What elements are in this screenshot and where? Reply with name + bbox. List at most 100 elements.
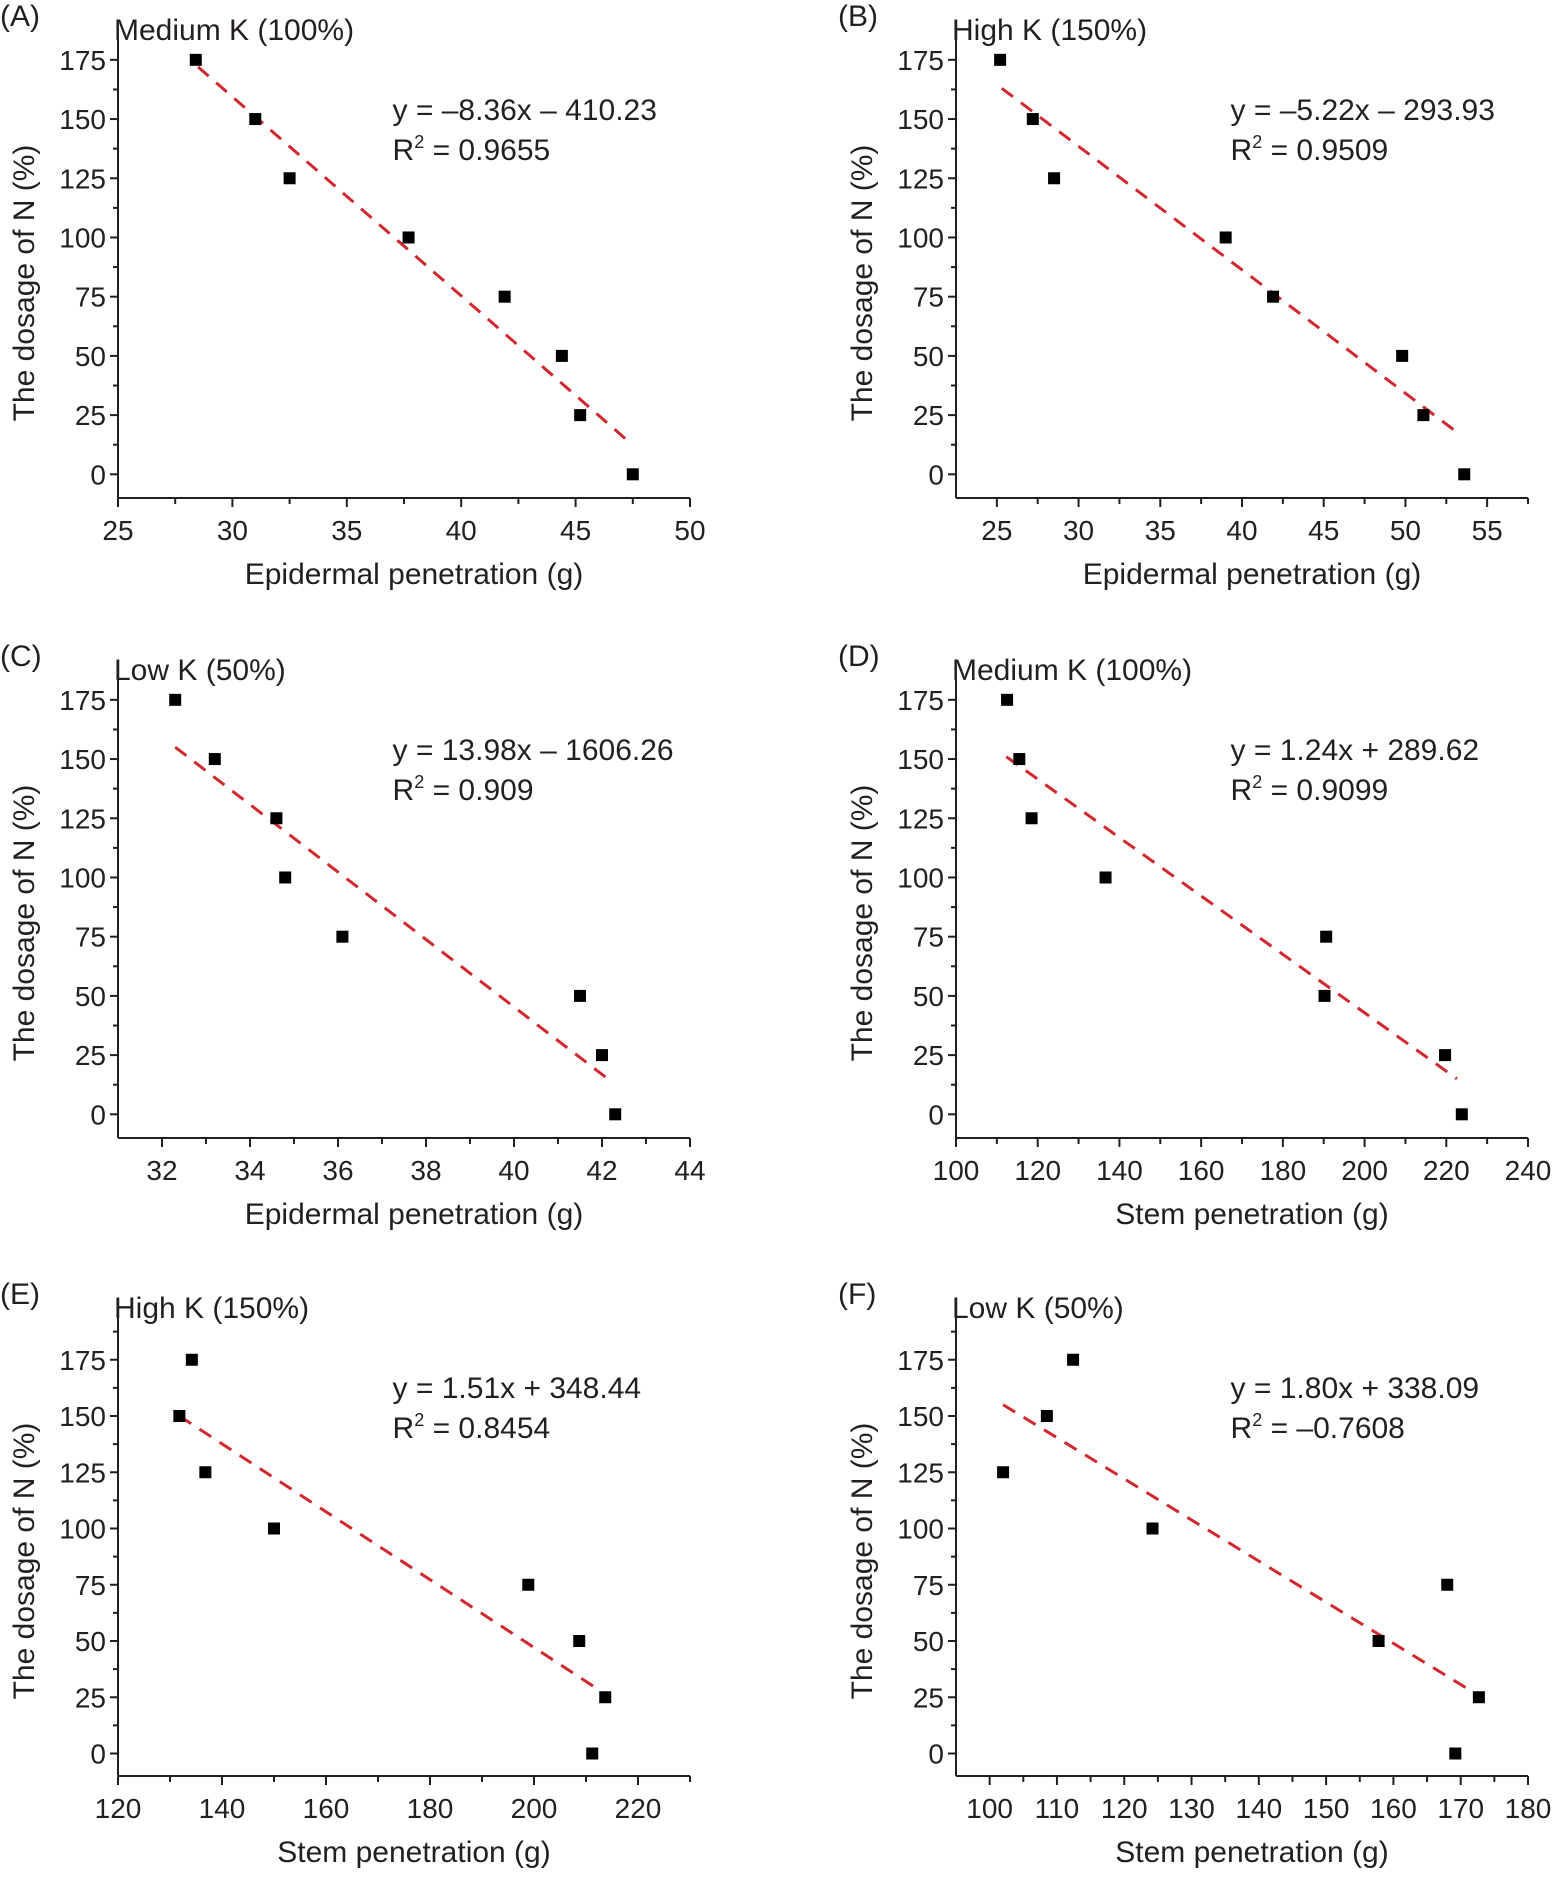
x-tick-label: 110 [1035, 1793, 1080, 1824]
x-tick-label: 200 [1341, 1155, 1388, 1186]
data-point [609, 1108, 622, 1121]
data-point [185, 1353, 198, 1366]
y-axis-label: The dosage of N (%) [846, 1423, 879, 1700]
y-axis-label: The dosage of N (%) [846, 785, 879, 1062]
r-squared-value: = 0.9099 [1262, 774, 1388, 807]
y-tick-label: 100 [59, 222, 106, 253]
x-tick-label: 44 [674, 1155, 705, 1186]
r-squared-symbol: R [393, 134, 415, 167]
y-tick-label: 50 [75, 341, 106, 372]
data-point [555, 349, 568, 362]
y-tick-label: 125 [59, 1457, 106, 1488]
chart-title: Low K (50%) [114, 654, 286, 687]
data-point [574, 409, 587, 422]
y-tick-label: 25 [913, 400, 944, 431]
x-axis-label: Epidermal penetration (g) [245, 558, 584, 591]
y-axis-label: The dosage of N (%) [8, 145, 41, 422]
panel-d: (D) Medium K (100%) 0 25 50 75 100 125 150 175 100… [838, 640, 1554, 1264]
r-squared-superscript: 2 [1252, 132, 1262, 152]
data-point [1320, 930, 1333, 943]
y-tick-label: 125 [897, 803, 944, 834]
r-squared-symbol: R [393, 774, 415, 807]
x-tick-label: 34 [234, 1155, 265, 1186]
x-tick-label: 25 [102, 515, 133, 546]
scatter-plot: High K (150%) 0 25 50 75 100 125 150 175 120 140 16… [8, 1292, 691, 1869]
data-point [1219, 231, 1232, 244]
data-point [1318, 989, 1331, 1002]
x-axis-label: Stem penetration (g) [277, 1836, 550, 1869]
y-tick-label: 100 [897, 222, 944, 253]
panel-letter: (C) [0, 640, 42, 673]
y-tick-label: 125 [59, 803, 106, 834]
r-squared-symbol: R [1231, 1412, 1253, 1445]
chart-title: High K (150%) [114, 1292, 309, 1325]
r-squared: R2 = 0.9655 [393, 132, 551, 167]
x-axis-label: Stem penetration (g) [1115, 1198, 1388, 1231]
panel-letter: (F) [838, 1278, 877, 1311]
x-tick-label: 180 [1259, 1155, 1306, 1186]
x-tick-label: 240 [1505, 1155, 1552, 1186]
y-tick-label: 75 [913, 922, 944, 953]
x-tick-label: 55 [1472, 515, 1503, 546]
regression-equation: y = 1.24x + 289.62 [1231, 734, 1480, 767]
y-tick-label: 175 [59, 1345, 106, 1376]
data-point [208, 753, 221, 766]
y-tick-label: 25 [913, 1040, 944, 1071]
y-tick-label: 175 [897, 1345, 944, 1376]
r-squared-value: = 0.909 [424, 774, 533, 807]
r-squared-superscript: 2 [414, 772, 424, 792]
y-tick-label: 50 [913, 341, 944, 372]
x-tick-label: 170 [1437, 1793, 1484, 1824]
data-point [1025, 812, 1038, 825]
y-tick-label: 75 [75, 922, 106, 953]
scatter-plot: High K (150%) 0 25 50 75 100 125 150 175 25 30 35 40… [846, 14, 1529, 591]
scatter-plot: Low K (50%) 0 25 50 75 100 125 150 175 100 110 120 1… [846, 1292, 1551, 1869]
data-point [1417, 409, 1430, 422]
y-tick-label: 25 [75, 1040, 106, 1071]
y-tick-label: 150 [59, 104, 106, 135]
r-squared-value: = 0.9509 [1262, 134, 1388, 167]
r-squared-superscript: 2 [414, 132, 424, 152]
y-tick-label: 150 [59, 744, 106, 775]
panel-letter: (E) [0, 1278, 40, 1311]
y-tick-label: 25 [75, 400, 106, 431]
x-tick-label: 45 [560, 515, 591, 546]
y-tick-label: 0 [90, 1099, 106, 1130]
chart-title: Low K (50%) [952, 1292, 1124, 1325]
y-tick-label: 75 [913, 1570, 944, 1601]
regression-equation: y = –5.22x – 293.93 [1231, 94, 1495, 127]
data-point [522, 1578, 535, 1591]
data-point [1472, 1691, 1485, 1704]
data-point [1396, 349, 1409, 362]
data-point [249, 113, 262, 126]
x-tick-label: 140 [1235, 1793, 1282, 1824]
data-point [1013, 753, 1026, 766]
chart-title: Medium K (100%) [952, 654, 1192, 687]
data-point [199, 1466, 212, 1479]
data-point [997, 1466, 1010, 1479]
data-point [1455, 1108, 1468, 1121]
regression-equation: y = –8.36x – 410.23 [393, 94, 657, 127]
x-tick-label: 45 [1308, 515, 1339, 546]
y-tick-label: 125 [59, 163, 106, 194]
x-tick-label: 42 [586, 1155, 617, 1186]
y-axis-label: The dosage of N (%) [8, 785, 41, 1062]
data-point [1099, 871, 1112, 884]
chart-title: Medium K (100%) [114, 14, 354, 47]
y-axis-label: The dosage of N (%) [846, 145, 879, 422]
regression-equation: y = 1.80x + 338.09 [1231, 1372, 1480, 1405]
x-tick-label: 160 [1178, 1155, 1225, 1186]
data-point [498, 290, 511, 303]
r-squared-symbol: R [393, 1412, 415, 1445]
x-tick-label: 30 [1063, 515, 1094, 546]
data-point [994, 53, 1007, 66]
x-tick-label: 100 [933, 1155, 980, 1186]
panel-b: (B) High K (150%) 0 25 50 75 100 125 150 175 25 30 3… [838, 0, 1554, 624]
x-tick-label: 32 [146, 1155, 177, 1186]
x-tick-label: 38 [410, 1155, 441, 1186]
y-tick-label: 125 [897, 1457, 944, 1488]
y-tick-label: 75 [75, 1570, 106, 1601]
panel-letter: (A) [0, 0, 40, 33]
x-tick-label: 35 [1145, 515, 1176, 546]
trend-line [1005, 755, 1458, 1081]
